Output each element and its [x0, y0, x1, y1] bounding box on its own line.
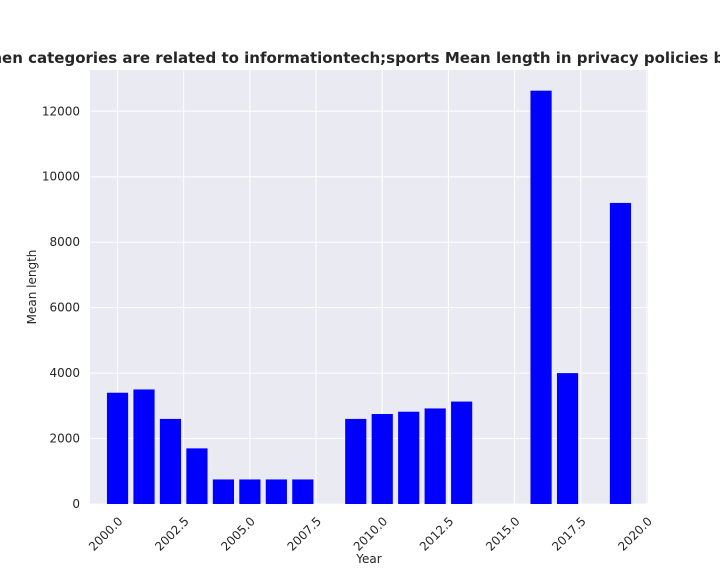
x-tick-label: 2002.5: [152, 514, 192, 554]
y-tick-label: 12000: [42, 104, 80, 118]
bar-2016: [530, 90, 552, 504]
x-tick-label: 2007.5: [285, 514, 325, 554]
bar-2000: [106, 392, 129, 504]
x-tick-label: 2017.5: [549, 514, 589, 554]
y-tick-label: 10000: [42, 170, 80, 184]
x-tick-label: 2000.0: [86, 514, 126, 554]
x-tick-labels: 2000.0 2002.5 2005.0 2007.5 2010.0 2012.5 2015…: [86, 514, 655, 554]
bar-2019: [609, 202, 632, 505]
bar-2013: [451, 401, 473, 504]
bar-2001: [133, 389, 155, 504]
bar-2003: [186, 448, 208, 504]
y-axis-label: Mean length: [25, 250, 39, 325]
bar-2006: [265, 479, 287, 504]
y-tick-label: 4000: [49, 366, 80, 380]
bars: [106, 90, 632, 505]
x-tick-label: 2012.5: [417, 514, 457, 554]
y-tick-label: 0: [72, 497, 80, 511]
x-tick-label: 2010.0: [351, 514, 391, 554]
y-tick-label: 2000: [49, 432, 80, 446]
x-tick-label: 2005.0: [218, 514, 258, 554]
y-tick-labels: 0 2000 4000 6000 8000 10000 12000: [42, 104, 80, 511]
bar-2011: [398, 411, 420, 504]
x-tick-label: 2015.0: [483, 514, 523, 554]
bar-2009: [345, 418, 367, 504]
bar-2012: [424, 408, 446, 504]
y-tick-label: 6000: [49, 301, 80, 315]
x-tick-label: 2020.0: [615, 514, 655, 554]
chart-title: when categories are related to informati…: [0, 49, 720, 67]
bar-2005: [239, 479, 261, 504]
bar-2010: [371, 414, 393, 504]
bar-2004: [212, 479, 234, 504]
bar-2017: [556, 373, 579, 504]
bar-2002: [159, 418, 182, 504]
grid-lines: [90, 70, 648, 505]
plot-area: [90, 70, 648, 504]
bar-2007: [292, 479, 314, 504]
y-tick-label: 8000: [49, 235, 80, 249]
x-axis-label: Year: [355, 552, 381, 566]
